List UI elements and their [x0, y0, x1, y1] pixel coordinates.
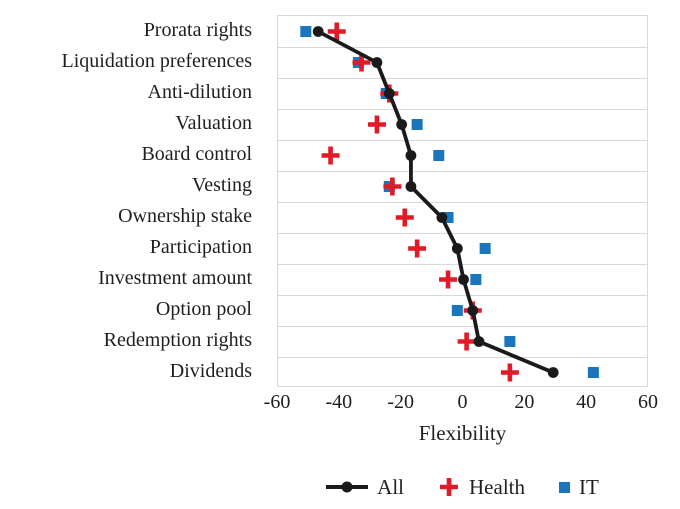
category-label: Investment amount — [98, 267, 252, 289]
category-labels: Prorata rights Liquidation preferences Ant… — [0, 15, 252, 387]
gridline — [278, 109, 647, 110]
data-point-health — [327, 22, 346, 41]
x-tick-label: -20 — [387, 391, 414, 413]
data-point-it — [479, 243, 491, 254]
series-it — [300, 26, 599, 378]
series-health — [321, 22, 519, 382]
category-label: Valuation — [175, 112, 252, 134]
x-tick-label: 0 — [457, 391, 468, 413]
x-tick-label: -60 — [263, 391, 291, 413]
gridline — [278, 47, 647, 48]
category-label: Vesting — [192, 174, 252, 196]
data-point-health — [395, 208, 414, 227]
gridline — [278, 233, 647, 234]
gridline — [278, 171, 647, 172]
data-point-it — [411, 119, 423, 130]
data-point-it — [451, 305, 463, 316]
data-point-health — [352, 53, 371, 72]
data-point-all — [312, 26, 324, 37]
category-label: Dividends — [169, 360, 252, 382]
data-point-health — [457, 332, 476, 351]
legend-label-all: All — [377, 474, 405, 499]
data-point-it — [442, 212, 454, 223]
legend-item-all: All — [326, 475, 404, 500]
data-point-health — [500, 363, 519, 382]
data-point-health — [367, 115, 386, 134]
gridline — [278, 140, 647, 141]
data-point-all — [405, 181, 417, 192]
x-axis-title: Flexibility — [418, 421, 507, 445]
gridline — [278, 326, 647, 327]
data-point-all — [396, 119, 408, 130]
category-label: Anti-dilution — [147, 81, 252, 103]
category-label: Board control — [141, 143, 252, 165]
data-point-it — [470, 274, 482, 285]
legend-item-it: IT — [559, 475, 599, 500]
category-label: Prorata rights — [143, 19, 252, 41]
data-point-health — [383, 177, 402, 196]
category-label: Liquidation preferences — [61, 50, 252, 72]
legend-item-health: Health — [438, 475, 525, 500]
legend-health-plus-icon — [440, 478, 459, 496]
data-point-all — [436, 212, 448, 223]
data-point-all — [451, 243, 463, 254]
category-label: Participation — [149, 236, 252, 258]
data-point-all — [547, 367, 559, 378]
category-label: Ownership stake — [118, 205, 252, 227]
data-point-health — [321, 146, 340, 165]
series-all-line — [317, 29, 554, 375]
legend-label-health: Health — [469, 474, 525, 499]
data-point-all — [458, 274, 469, 285]
series-all — [312, 26, 559, 378]
data-point-it — [300, 26, 312, 37]
x-tick-label: 60 — [638, 391, 658, 413]
chart-canvas — [300, 22, 599, 382]
data-point-health — [408, 239, 427, 258]
data-point-all — [371, 57, 383, 68]
data-point-it — [504, 336, 516, 347]
x-tick-label: 40 — [576, 391, 597, 413]
data-point-all — [467, 305, 479, 316]
legend-it-square-icon — [559, 481, 570, 493]
data-point-health — [439, 270, 458, 289]
gridline — [278, 202, 647, 203]
x-tick-label: 20 — [514, 391, 535, 413]
category-label: Option pool — [155, 298, 252, 320]
plot-area — [277, 15, 648, 387]
legend: All Health IT — [277, 472, 648, 502]
data-point-all — [405, 150, 417, 161]
data-point-it — [587, 367, 599, 378]
x-axis-ticks: -60 -40 -20 0 20 40 60 — [264, 391, 658, 417]
legend-all-line-icon — [326, 481, 369, 493]
gridline — [278, 264, 647, 265]
gridline — [278, 295, 647, 296]
legend-label-it: IT — [579, 474, 599, 499]
data-point-all — [473, 336, 485, 347]
x-tick-label: -40 — [325, 391, 353, 413]
category-label: Redemption rights — [103, 329, 252, 351]
legend-all-dot-icon — [341, 481, 353, 493]
gridline — [278, 78, 647, 79]
data-point-it — [433, 150, 445, 161]
data-point-all — [383, 88, 395, 99]
gridline — [278, 357, 647, 358]
